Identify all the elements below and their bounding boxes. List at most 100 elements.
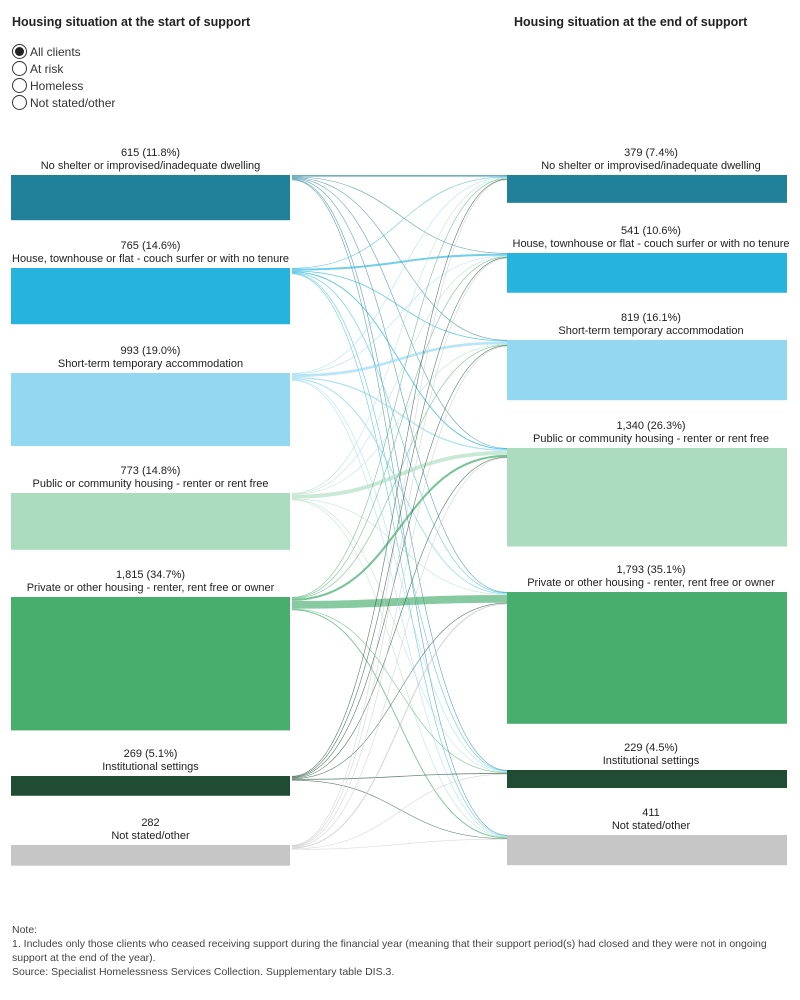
- filter-option-not-stated-other[interactable]: Not stated/other: [12, 94, 115, 111]
- flow-house-townhouse-or-flat-couch-surfer-or-with-no-tenure-to-no-shelter-or-improvised-inadequate-dwelling[interactable]: [291, 176, 508, 269]
- flow-short-term-temporary-accommodation-to-short-term-temporary-accommodation[interactable]: [291, 341, 508, 377]
- flow-house-townhouse-or-flat-couch-surfer-or-with-no-tenure-to-institutional-settings[interactable]: [291, 272, 508, 772]
- end-node-not-stated-other[interactable]: [507, 835, 787, 866]
- end-value-label: 541 (10.6%): [621, 225, 681, 237]
- filter-option-homeless[interactable]: Homeless: [12, 77, 115, 94]
- flow-public-or-community-housing-renter-or-rent-free-to-public-or-community-housing-renter-or-rent-free[interactable]: [291, 450, 508, 499]
- start-value-label: 1,815 (34.7%): [116, 569, 185, 581]
- flow-private-or-other-housing-renter-rent-free-or-owner-to-private-or-other-housing-renter-rent-free-or-owner[interactable]: [291, 594, 508, 609]
- flow-short-term-temporary-accommodation-to-not-stated-other[interactable]: [291, 379, 508, 837]
- flow-short-term-temporary-accommodation-to-private-or-other-housing-renter-rent-free-or-owner[interactable]: [291, 378, 508, 595]
- start-value-label: 282: [141, 817, 159, 829]
- filter-option-label: All clients: [30, 44, 81, 59]
- end-category-label: Short-term temporary accommodation: [558, 325, 743, 337]
- flow-not-stated-other-to-house-townhouse-or-flat-couch-surfer-or-with-no-tenure[interactable]: [291, 257, 508, 847]
- flow-not-stated-other-to-not-stated-other[interactable]: [291, 838, 508, 850]
- end-value-label: 229 (4.5%): [624, 742, 678, 754]
- flow-not-stated-other-to-private-or-other-housing-renter-rent-free-or-owner[interactable]: [291, 603, 508, 849]
- flow-not-stated-other-to-short-term-temporary-accommodation[interactable]: [291, 345, 508, 847]
- start-node-not-stated-other[interactable]: [11, 845, 290, 866]
- end-category-label: Private or other housing - renter, rent …: [527, 577, 775, 589]
- flow-short-term-temporary-accommodation-to-institutional-settings[interactable]: [291, 379, 508, 772]
- flow-institutional-settings-to-public-or-community-housing-renter-or-rent-free[interactable]: [291, 456, 508, 779]
- flow-short-term-temporary-accommodation-to-house-townhouse-or-flat-couch-surfer-or-with-no-tenure[interactable]: [291, 255, 508, 375]
- note-heading: Note:: [12, 924, 38, 936]
- filter-option-label: Not stated/other: [30, 95, 116, 110]
- end-node-house-townhouse-or-flat-couch-surfer-or-with-no-tenure[interactable]: [507, 253, 787, 293]
- start-node-no-shelter-or-improvised-inadequate-dwelling[interactable]: [11, 175, 290, 221]
- start-value-label: 773 (14.8%): [121, 465, 181, 477]
- flow-short-term-temporary-accommodation-to-public-or-community-housing-renter-or-rent-free[interactable]: [291, 376, 508, 451]
- flow-not-stated-other-to-public-or-community-housing-renter-or-rent-free[interactable]: [291, 457, 508, 848]
- end-category-label: No shelter or improvised/inadequate dwel…: [541, 160, 761, 172]
- flow-not-stated-other-to-institutional-settings[interactable]: [291, 773, 508, 850]
- flow-links: [291, 174, 508, 850]
- flow-institutional-settings-to-house-townhouse-or-flat-couch-surfer-or-with-no-tenure[interactable]: [291, 257, 508, 778]
- start-node-private-or-other-housing-renter-rent-free-or-owner[interactable]: [11, 597, 290, 731]
- flow-short-term-temporary-accommodation-to-no-shelter-or-improvised-inadequate-dwelling[interactable]: [291, 177, 508, 374]
- footnotes: Note: 1. Includes only those clients who…: [12, 923, 792, 979]
- start-value-label: 269 (5.1%): [124, 748, 178, 760]
- end-column-title: Housing situation at the end of support: [514, 15, 748, 29]
- flow-private-or-other-housing-renter-rent-free-or-owner-to-short-term-temporary-accommodation[interactable]: [291, 344, 508, 599]
- end-value-label: 1,793 (35.1%): [616, 564, 685, 576]
- filter-option-all-clients[interactable]: All clients: [12, 43, 115, 60]
- housing-sankey-chart: 615 (11.8%)No shelter or improvised/inad…: [11, 147, 789, 866]
- flow-private-or-other-housing-renter-rent-free-or-owner-to-house-townhouse-or-flat-couch-surfer-or-with-no-tenure[interactable]: [291, 256, 508, 599]
- flow-private-or-other-housing-renter-rent-free-or-owner-to-not-stated-other[interactable]: [291, 609, 508, 839]
- end-node-institutional-settings[interactable]: [507, 770, 787, 788]
- flow-not-stated-other-to-no-shelter-or-improvised-inadequate-dwelling[interactable]: [291, 179, 508, 846]
- start-category-label: No shelter or improvised/inadequate dwel…: [41, 160, 261, 172]
- flow-public-or-community-housing-renter-or-rent-free-to-institutional-settings[interactable]: [291, 499, 508, 773]
- start-category-label: Public or community housing - renter or …: [33, 478, 269, 490]
- end-value-label: 819 (16.1%): [621, 312, 681, 324]
- note-line-1: 1. Includes only those clients who cease…: [12, 938, 767, 964]
- end-node-private-or-other-housing-renter-rent-free-or-owner[interactable]: [507, 592, 787, 724]
- flow-public-or-community-housing-renter-or-rent-free-to-not-stated-other[interactable]: [291, 499, 508, 838]
- flow-private-or-other-housing-renter-rent-free-or-owner-to-no-shelter-or-improvised-inadequate-dwelling[interactable]: [291, 178, 508, 598]
- flow-house-townhouse-or-flat-couch-surfer-or-with-no-tenure-to-short-term-temporary-accommodation[interactable]: [291, 270, 508, 342]
- end-value-label: 379 (7.4%): [624, 147, 678, 159]
- node-labels: 615 (11.8%)No shelter or improvised/inad…: [12, 147, 789, 842]
- flow-house-townhouse-or-flat-couch-surfer-or-with-no-tenure-to-not-stated-other[interactable]: [291, 273, 508, 837]
- sankey-nodes: [11, 175, 787, 866]
- flow-private-or-other-housing-renter-rent-free-or-owner-to-public-or-community-housing-renter-or-rent-free[interactable]: [291, 454, 508, 601]
- end-node-short-term-temporary-accommodation[interactable]: [507, 340, 787, 401]
- radio-unselected-icon[interactable]: [12, 95, 27, 110]
- end-category-label: House, townhouse or flat - couch surfer …: [513, 238, 790, 250]
- start-node-institutional-settings[interactable]: [11, 776, 290, 796]
- flow-house-townhouse-or-flat-couch-surfer-or-with-no-tenure-to-house-townhouse-or-flat-couch-surfer-or-with-no-tenure[interactable]: [291, 253, 508, 271]
- start-node-public-or-community-housing-renter-or-rent-free[interactable]: [11, 493, 290, 550]
- flow-institutional-settings-to-short-term-temporary-accommodation[interactable]: [291, 345, 508, 778]
- flow-no-shelter-or-improvised-inadequate-dwelling-to-public-or-community-housing-renter-or-rent-free[interactable]: [291, 177, 508, 449]
- end-node-no-shelter-or-improvised-inadequate-dwelling[interactable]: [507, 175, 787, 203]
- start-category-label: Not stated/other: [111, 830, 190, 842]
- end-value-label: 411: [642, 807, 660, 819]
- flow-no-shelter-or-improvised-inadequate-dwelling-to-short-term-temporary-accommodation[interactable]: [291, 177, 508, 341]
- client-filter-radio-group: All clients At risk Homeless Not stated/…: [12, 43, 115, 111]
- flow-public-or-community-housing-renter-or-rent-free-to-short-term-temporary-accommodation[interactable]: [291, 344, 508, 495]
- flow-no-shelter-or-improvised-inadequate-dwelling-to-private-or-other-housing-renter-rent-free-or-owner[interactable]: [291, 178, 508, 593]
- start-category-label: Institutional settings: [102, 761, 199, 773]
- filter-option-label: At risk: [30, 61, 64, 76]
- flow-institutional-settings-to-institutional-settings[interactable]: [291, 773, 508, 780]
- flow-institutional-settings-to-not-stated-other[interactable]: [291, 779, 508, 839]
- flow-no-shelter-or-improvised-inadequate-dwelling-to-house-townhouse-or-flat-couch-surfer-or-with-no-tenure[interactable]: [291, 176, 508, 254]
- start-node-short-term-temporary-accommodation[interactable]: [11, 373, 290, 446]
- radio-selected-icon[interactable]: [12, 44, 27, 59]
- start-category-label: House, townhouse or flat - couch surfer …: [12, 253, 289, 265]
- start-value-label: 615 (11.8%): [121, 147, 180, 159]
- end-category-label: Public or community housing - renter or …: [533, 433, 769, 445]
- radio-unselected-icon[interactable]: [12, 61, 27, 76]
- end-node-public-or-community-housing-renter-or-rent-free[interactable]: [507, 448, 787, 547]
- flow-public-or-community-housing-renter-or-rent-free-to-house-townhouse-or-flat-couch-surfer-or-with-no-tenure[interactable]: [291, 256, 508, 495]
- flow-house-townhouse-or-flat-couch-surfer-or-with-no-tenure-to-private-or-other-housing-renter-rent-free-or-owner[interactable]: [291, 272, 508, 594]
- flow-public-or-community-housing-renter-or-rent-free-to-no-shelter-or-improvised-inadequate-dwelling[interactable]: [291, 177, 508, 494]
- filter-option-at-risk[interactable]: At risk: [12, 60, 115, 77]
- radio-unselected-icon[interactable]: [12, 78, 27, 93]
- flow-no-shelter-or-improvised-inadequate-dwelling-to-not-stated-other[interactable]: [291, 179, 508, 836]
- start-node-house-townhouse-or-flat-couch-surfer-or-with-no-tenure[interactable]: [11, 268, 290, 325]
- flow-public-or-community-housing-renter-or-rent-free-to-private-or-other-housing-renter-rent-free-or-owner[interactable]: [291, 498, 508, 595]
- flow-institutional-settings-to-no-shelter-or-improvised-inadequate-dwelling[interactable]: [291, 178, 508, 777]
- flow-institutional-settings-to-private-or-other-housing-renter-rent-free-or-owner[interactable]: [291, 602, 508, 779]
